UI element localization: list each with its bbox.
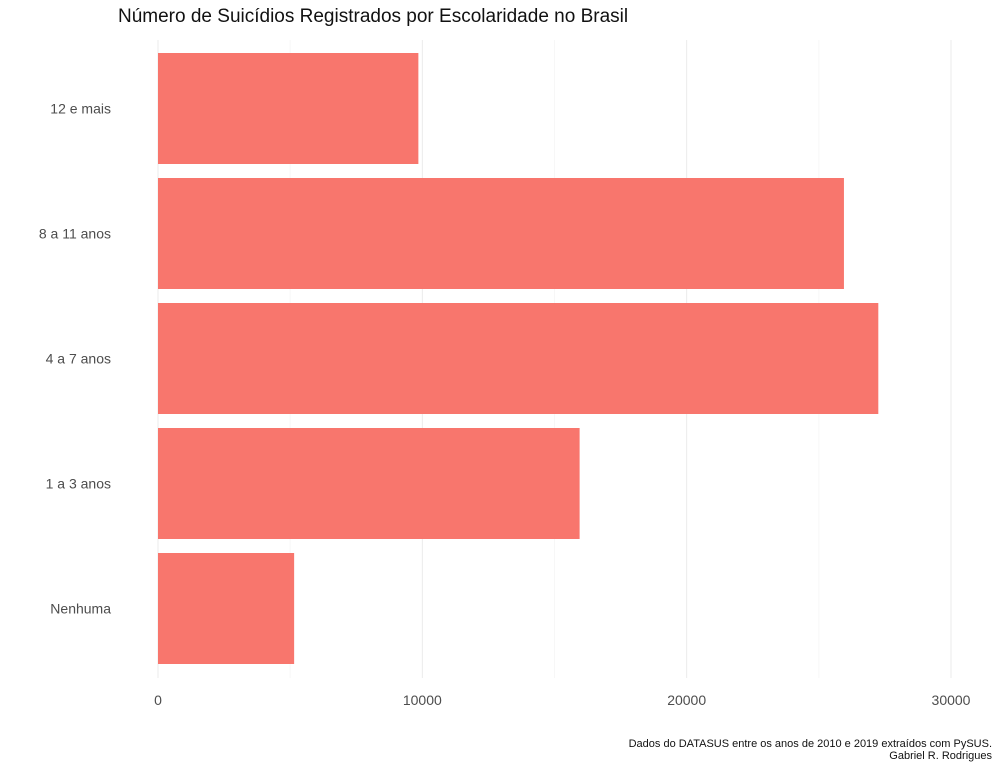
y-tick-label: 8 a 11 anos	[39, 226, 111, 242]
caption-source: Dados do DATASUS entre os anos de 2010 e…	[628, 738, 992, 750]
bar	[158, 553, 295, 664]
y-axis-labels: Nenhuma 1 a 3 anos 4 a 7 anos 8 a 11 anos 12…	[39, 101, 111, 617]
bar	[158, 53, 419, 164]
x-tick-label: 0	[154, 692, 162, 708]
y-tick-label: 12 e mais	[50, 101, 111, 117]
caption-author: Gabriel R. Rodrigues	[889, 750, 992, 762]
y-tick-label: 4 a 7 anos	[46, 351, 111, 367]
bars	[158, 53, 879, 664]
bar	[158, 178, 844, 289]
x-tick-label: 30000	[932, 692, 971, 708]
bar	[158, 428, 580, 539]
bar	[158, 303, 879, 414]
y-tick-label: Nenhuma	[50, 601, 111, 617]
chart-title: Número de Suicídios Registrados por Esco…	[118, 6, 629, 27]
x-axis-labels: 0 10000 20000 30000	[154, 692, 971, 708]
x-tick-label: 20000	[667, 692, 706, 708]
x-tick-label: 10000	[403, 692, 442, 708]
y-tick-label: 1 a 3 anos	[46, 476, 111, 492]
